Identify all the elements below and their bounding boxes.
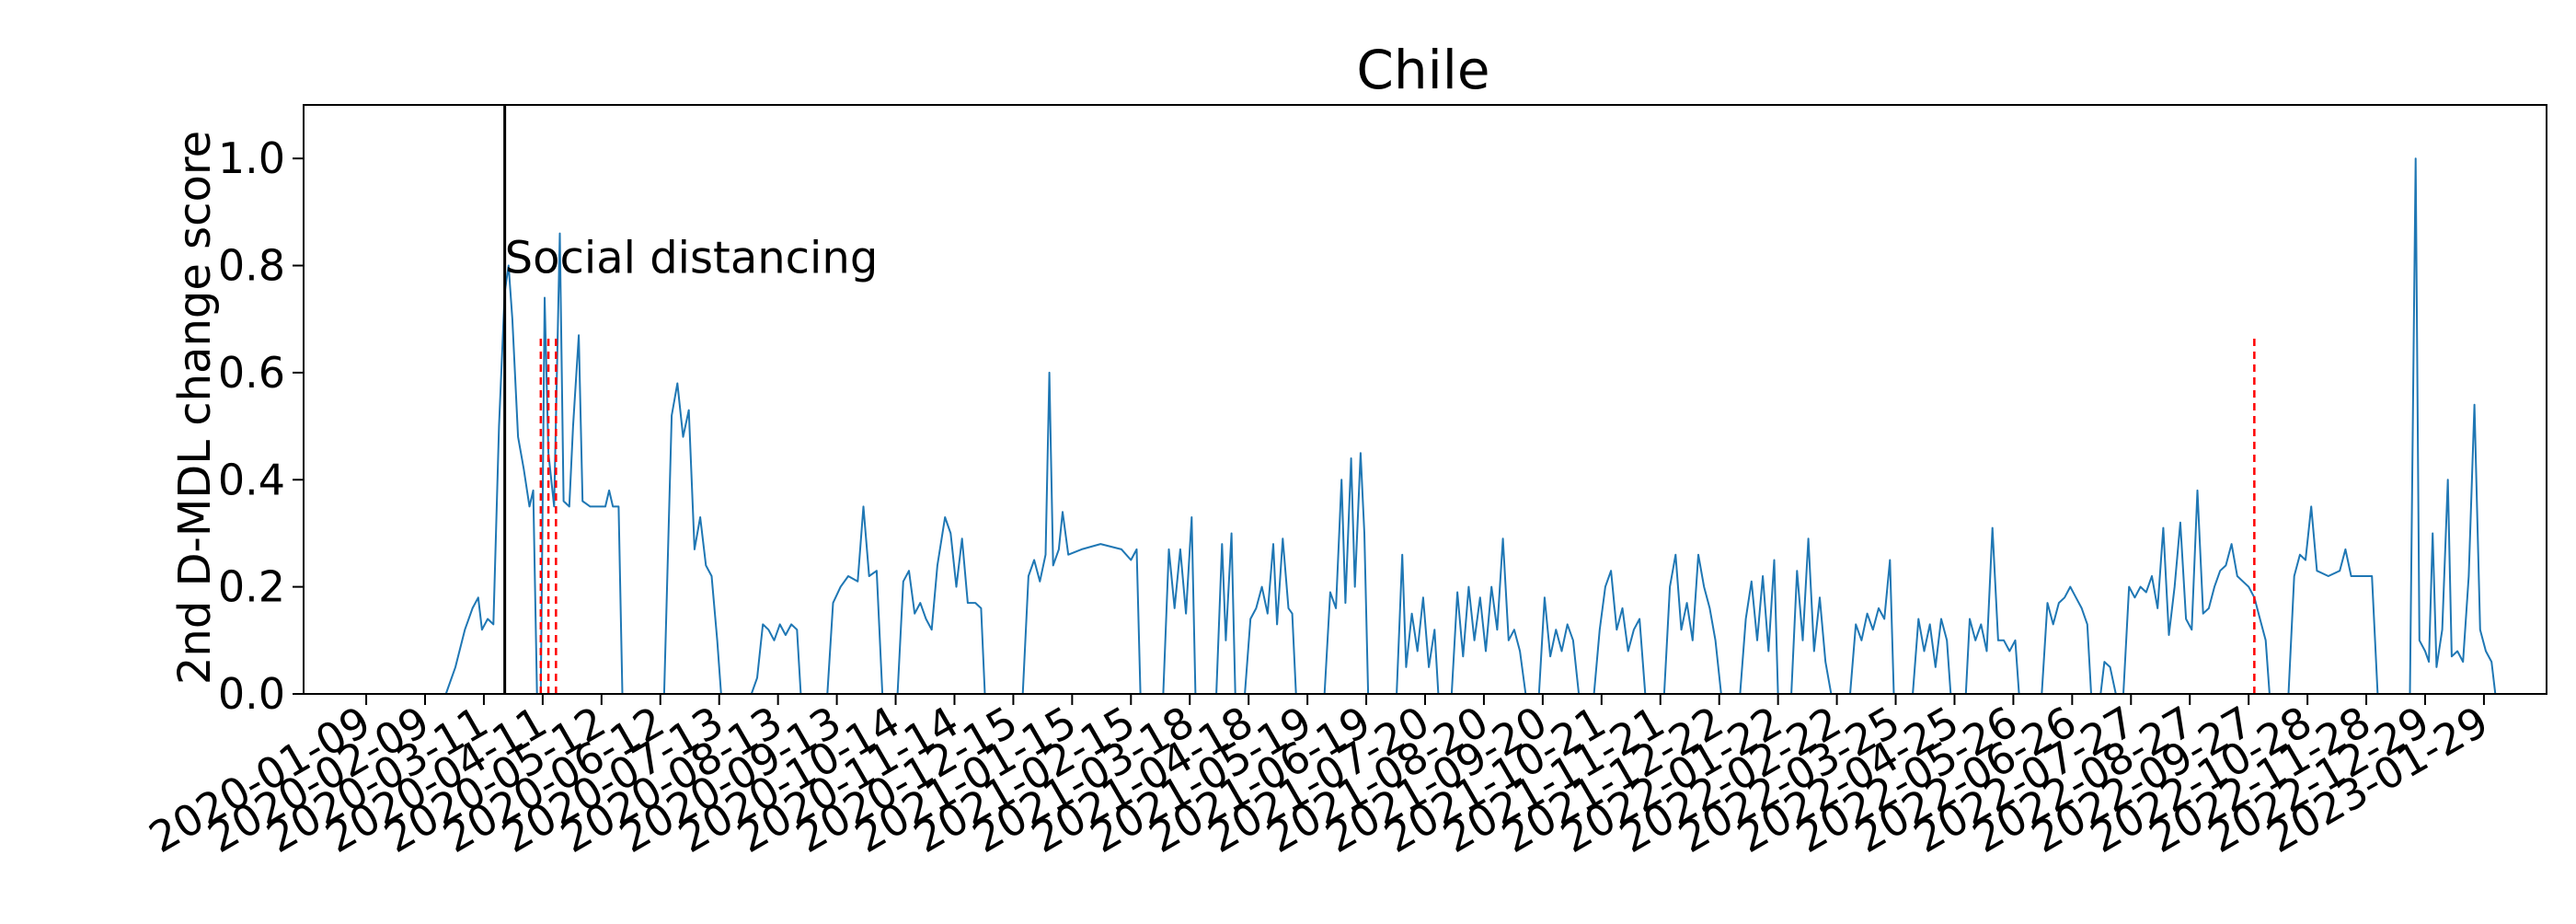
event-label: Social distancing [505, 233, 879, 284]
y-tick-label: 0.2 [218, 562, 285, 612]
y-tick-label: 1.0 [218, 133, 285, 183]
y-axis-label: 2nd D-MDL change score [169, 131, 221, 685]
series-line [366, 157, 2497, 695]
y-tick-label: 0.8 [218, 241, 285, 291]
plot-area: Social distancing [366, 105, 2497, 695]
y-tick-label: 0.6 [218, 348, 285, 398]
y-tick-label: 0.0 [218, 669, 285, 719]
axis-ticks: 0.00.20.40.60.81.02020-01-092020-02-0920… [141, 133, 2496, 862]
y-tick-label: 0.4 [218, 455, 285, 504]
plot-frame [303, 104, 2547, 695]
chart-title: Chile [1356, 39, 1489, 101]
